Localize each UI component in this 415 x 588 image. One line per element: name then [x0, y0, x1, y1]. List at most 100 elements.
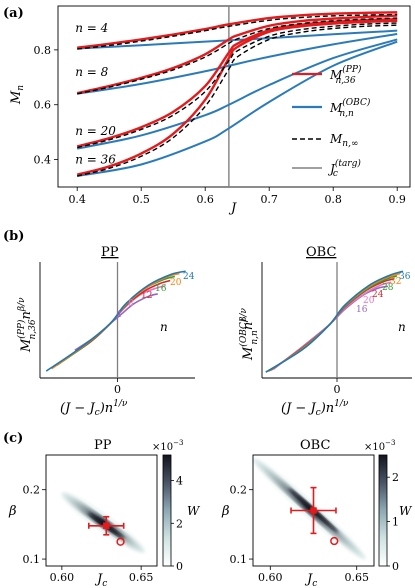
panel-a-series-obc-n4 [77, 29, 398, 50]
panel-b-n-label: 28 [382, 283, 394, 293]
panel-b-obc-title: OBC [306, 245, 336, 260]
estimate-marker [310, 507, 317, 514]
panel-c-label: (c) [3, 431, 23, 446]
target-marker [330, 536, 339, 546]
panel-b-n-label: 24 [372, 290, 384, 300]
panel-a-ytick-label: 0.8 [34, 44, 52, 57]
panel-b-n-label: 8 [128, 299, 134, 309]
panel-b-pp-curves [45, 270, 186, 372]
panel-a-series-pp-n20 [76, 17, 398, 148]
panel-b-label: (b) [3, 229, 24, 244]
panel-c-pp-colorbar-exp: ×10−3 [152, 439, 183, 453]
panel-a-xticks: 0.4 0.5 0.6 0.7 0.8 0.9 [68, 187, 406, 206]
panel-c-obc-colorbar: 0 1 2 W ×10−3 [364, 439, 413, 573]
panel-b-obc-curves [265, 270, 404, 373]
panel-a-series-inf-n36 [77, 24, 398, 177]
panel-b-n-label: 16 [356, 305, 368, 315]
panel-b-n-label: 20 [363, 296, 375, 306]
panel-a-series-obc-n36 [77, 40, 398, 178]
legend-inf-label: Mn,∞ [329, 132, 358, 149]
panel-a-curve-label: n = 8 [75, 65, 108, 79]
panel-a-xtick-label: 0.4 [68, 193, 86, 206]
panel-c-obc-ticks: 0.60 0.65 0.1 0.2 [230, 484, 369, 584]
panel-c-pp-ylabel: β [8, 504, 17, 519]
panel-c-ytick-label: 0.2 [23, 484, 41, 497]
panel-c-xtick-label: 0.60 [50, 571, 75, 584]
panel-c-obc-estimate [290, 486, 339, 546]
panel-c: (c) PP 0.60 0.65 0.1 0.2 Jc β 0 2 4 W ×10−3 O… [3, 431, 413, 588]
panel-a-legend: M(PP) n,36 M(OBC) n,n Mn,∞ J(targ) c [292, 64, 371, 179]
panel-a-curve-label: n = 20 [75, 124, 116, 138]
panel-a-series-pp-n4 [77, 11, 398, 49]
panel-c-obc-colorbar-ticks: 0 1 2 [387, 471, 399, 573]
panel-c-pp-title: PP [94, 438, 112, 453]
panel-a-ytick-label: 0.4 [34, 154, 52, 167]
panel-c-pp-colorbar-bar [162, 454, 172, 567]
panel-a-series-obc-n20 [76, 38, 398, 150]
panel-c-xtick-label: 0.65 [129, 571, 154, 584]
panel-b-pp-title: PP [101, 245, 119, 260]
panel-a-label: (a) [3, 6, 24, 21]
panel-b-obc-ylabel: M(OBC)n,nnβ/ν [238, 308, 260, 361]
panel-a-xtick-label: 0.5 [132, 193, 150, 206]
panel-c-xtick-label: 0.65 [344, 571, 369, 584]
panel-c-obc-colorbar-label: W [399, 504, 413, 518]
panel-c-xtick-label: 0.60 [258, 571, 283, 584]
panel-a-xlabel: J [228, 201, 237, 216]
colorbar-tick-label: 0 [392, 560, 399, 573]
panel-a-frame [57, 5, 411, 188]
panel-b-xtick-label: 0 [114, 383, 121, 396]
panel-b-pp-ticks: 0 [114, 378, 121, 396]
panel-a: (a) 0.4 0.5 0.6 0.7 0.8 0.9 0.40.60.8 n = 4n … [3, 5, 411, 216]
panel-a-xtick-label: 0.7 [260, 193, 278, 206]
colorbar-tick-label: 1 [392, 516, 399, 529]
colorbar-tick-label: 2 [392, 471, 399, 484]
panel-c-pp-plot: 0.60 0.65 0.1 0.2 [23, 454, 158, 584]
panel-c-pp-xlabel: Jc [94, 572, 107, 588]
panel-c-pp-ticks: 0.60 0.65 0.1 0.2 [23, 484, 154, 584]
colorbar-tick-label: 0 [176, 560, 183, 573]
panel-b-obc-xlabel: (J − Jc)n1/ν [281, 399, 349, 418]
panel-b-obc-n-symbol: n [398, 320, 406, 334]
panel-c-obc-frame [252, 454, 375, 567]
panel-a-xtick-label: 0.8 [324, 193, 342, 206]
panel-a-yticks: 0.4 0.6 0.8 [34, 44, 58, 167]
panel-a-curves [76, 11, 398, 178]
panel-a-series-inf-n20 [77, 22, 398, 149]
panel-c-pp-colorbar-label: W [187, 504, 201, 518]
legend-targ-label: J(targ) c [327, 158, 361, 179]
panel-a-curve-label: n = 36 [75, 153, 116, 167]
panel-c-pp-frame [45, 454, 158, 567]
panel-c-obc-xlabel: Jc [304, 572, 317, 588]
panel-a-series-pp-n8 [76, 14, 398, 95]
panel-c-obc-colorbar-bar [378, 454, 388, 567]
panel-a-series-pp-n36 [76, 19, 398, 176]
panel-c-obc-colorbar-exp: ×10−3 [364, 439, 395, 453]
panel-b-n-label: 36 [399, 272, 411, 282]
colorbar-tick-label: 4 [176, 475, 183, 488]
panel-c-ytick-label: 0.1 [23, 553, 41, 566]
panel-c-ytick-label: 0.2 [230, 484, 248, 497]
panel-b-pp-xlabel: (J − Jc)n1/ν [60, 399, 128, 418]
panel-b-series-n24 [45, 270, 186, 372]
panel-c-ytick-label: 0.1 [230, 553, 248, 566]
estimate-marker [103, 522, 110, 529]
panel-b-n-label: 24 [183, 272, 195, 282]
panel-b-n-label: 4 [116, 310, 122, 320]
panel-c-obc-plot: 0.60 0.65 0.1 0.2 [230, 454, 375, 584]
panel-b-n-label: 20 [170, 278, 182, 288]
panel-b-obc-ticks: 0 [334, 378, 341, 396]
panel-a-ytick-label: 0.6 [34, 99, 52, 112]
panel-b-xtick-label: 0 [334, 383, 341, 396]
panel-a-xtick-label: 0.6 [196, 193, 214, 206]
panel-a-curve-labels: n = 4 n = 8 n = 20 n = 36 [75, 21, 116, 167]
panel-c-pp-colorbar-ticks: 0 2 4 [171, 475, 183, 573]
panel-b-pp-n-symbol: n [160, 320, 168, 334]
panel-c-obc-ylabel: β [221, 504, 230, 519]
panel-c-pp-colorbar: 0 2 4 W ×10−3 [152, 439, 201, 573]
panel-a-series-inf-n4 [77, 13, 398, 50]
